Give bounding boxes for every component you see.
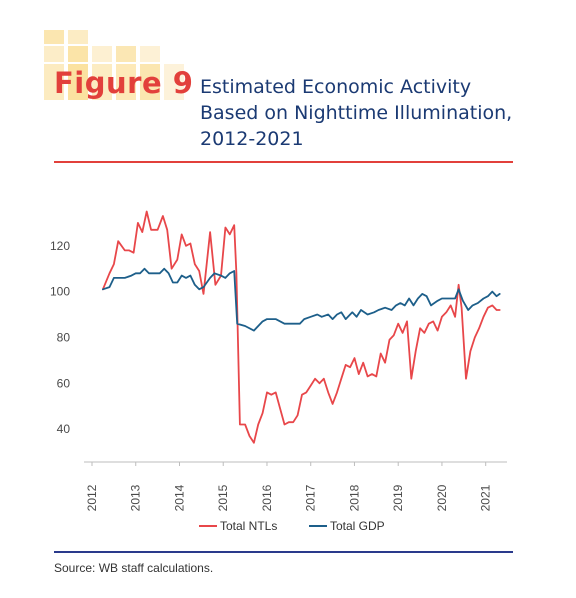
y-tick-label: 80 — [57, 330, 71, 344]
tile — [116, 64, 136, 100]
top-rule — [54, 161, 513, 163]
y-tick-label: 40 — [57, 422, 71, 436]
series-line-total-gdp — [102, 267, 501, 332]
x-tick-label: 2019 — [391, 484, 405, 511]
legend-label: Total GDP — [330, 519, 385, 533]
y-tick-label: 60 — [57, 376, 71, 390]
y-tick-label: 120 — [50, 239, 70, 253]
x-tick-label: 2020 — [435, 484, 449, 511]
tile — [44, 64, 64, 100]
tile — [92, 46, 112, 62]
x-tick-label: 2013 — [129, 484, 143, 511]
legend-label: Total NTLs — [220, 519, 277, 533]
tile — [140, 46, 160, 62]
figure-label: Figure 9 — [54, 66, 194, 100]
tile — [44, 30, 64, 44]
x-tick-label: 2012 — [85, 484, 99, 511]
tile — [68, 64, 88, 100]
x-tick-label: 2018 — [347, 484, 361, 511]
tile — [116, 46, 136, 62]
bottom-rule — [54, 551, 513, 553]
x-tick-label: 2015 — [216, 484, 230, 511]
figure-title: Estimated Economic Activity Based on Nig… — [200, 76, 513, 150]
tile — [44, 46, 64, 62]
tile — [68, 30, 88, 44]
x-tick-label: 2017 — [304, 484, 318, 511]
source-note: Source: WB staff calculations. — [54, 561, 214, 575]
x-tick-label: 2021 — [479, 484, 493, 511]
series-line-total-ntls — [102, 210, 501, 444]
x-tick-label: 2014 — [172, 484, 186, 511]
tile — [164, 64, 184, 100]
tile — [68, 46, 88, 62]
tile — [140, 64, 160, 100]
x-tick-label: 2016 — [260, 484, 274, 511]
y-tick-label: 100 — [50, 285, 70, 299]
tile — [92, 64, 112, 100]
